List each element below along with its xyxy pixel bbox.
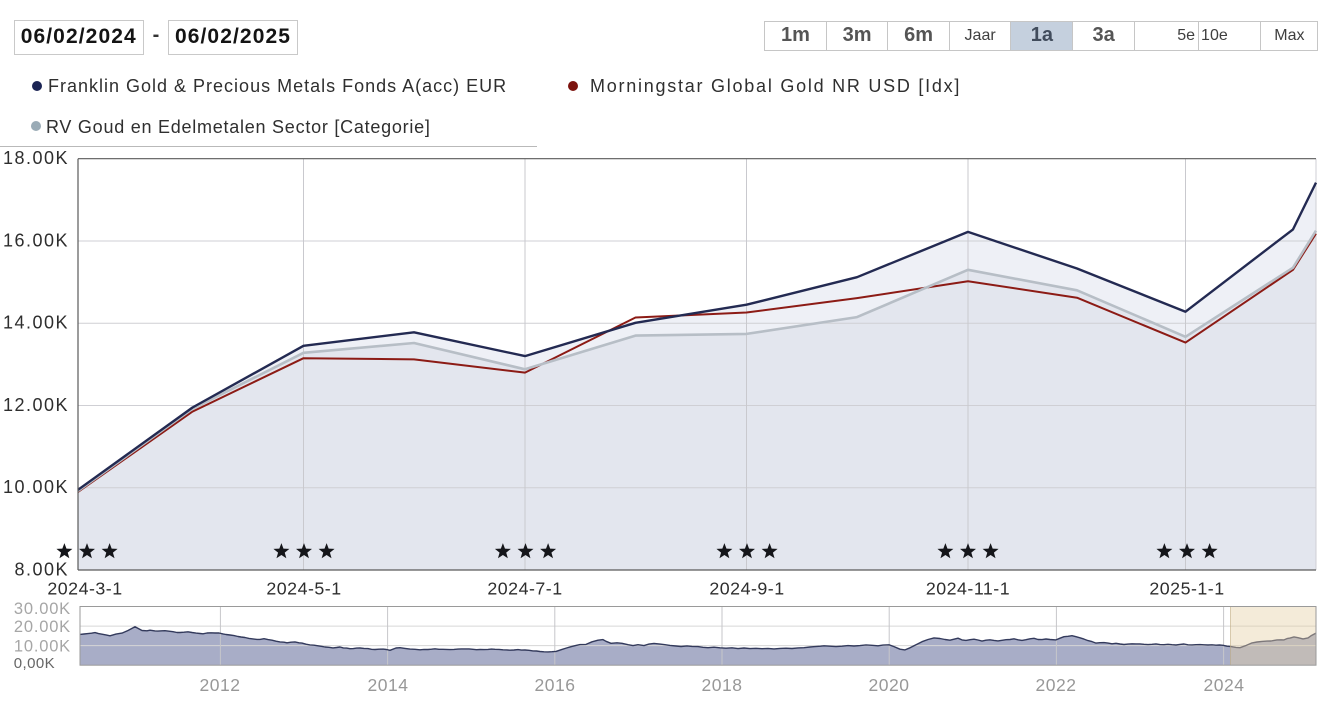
svg-text:2014: 2014 bbox=[368, 675, 409, 695]
svg-text:2024-11-1: 2024-11-1 bbox=[926, 579, 1010, 599]
svg-text:18.00K: 18.00K bbox=[3, 148, 69, 168]
svg-text:10.00K: 10.00K bbox=[3, 477, 69, 497]
svg-text:10.00K: 10.00K bbox=[14, 638, 71, 656]
svg-text:2024-9-1: 2024-9-1 bbox=[709, 579, 784, 599]
svg-text:8.00K: 8.00K bbox=[14, 560, 69, 580]
svg-text:2024-7-1: 2024-7-1 bbox=[487, 579, 562, 599]
svg-text:2024: 2024 bbox=[1204, 675, 1245, 695]
svg-text:2012: 2012 bbox=[200, 675, 241, 695]
svg-text:2025-1-1: 2025-1-1 bbox=[1149, 579, 1224, 599]
svg-text:2020: 2020 bbox=[869, 675, 910, 695]
svg-text:2022: 2022 bbox=[1036, 675, 1077, 695]
svg-text:2016: 2016 bbox=[535, 675, 576, 695]
svg-text:20.00K: 20.00K bbox=[14, 618, 71, 636]
svg-text:2018: 2018 bbox=[702, 675, 743, 695]
svg-text:0,00K: 0,00K bbox=[14, 655, 55, 672]
svg-text:2024-5-1: 2024-5-1 bbox=[266, 579, 341, 599]
svg-text:30.00K: 30.00K bbox=[14, 600, 71, 618]
svg-text:16.00K: 16.00K bbox=[3, 231, 69, 251]
svg-text:14.00K: 14.00K bbox=[3, 313, 69, 333]
svg-text:2024-3-1: 2024-3-1 bbox=[47, 579, 122, 599]
svg-text:12.00K: 12.00K bbox=[3, 395, 69, 415]
